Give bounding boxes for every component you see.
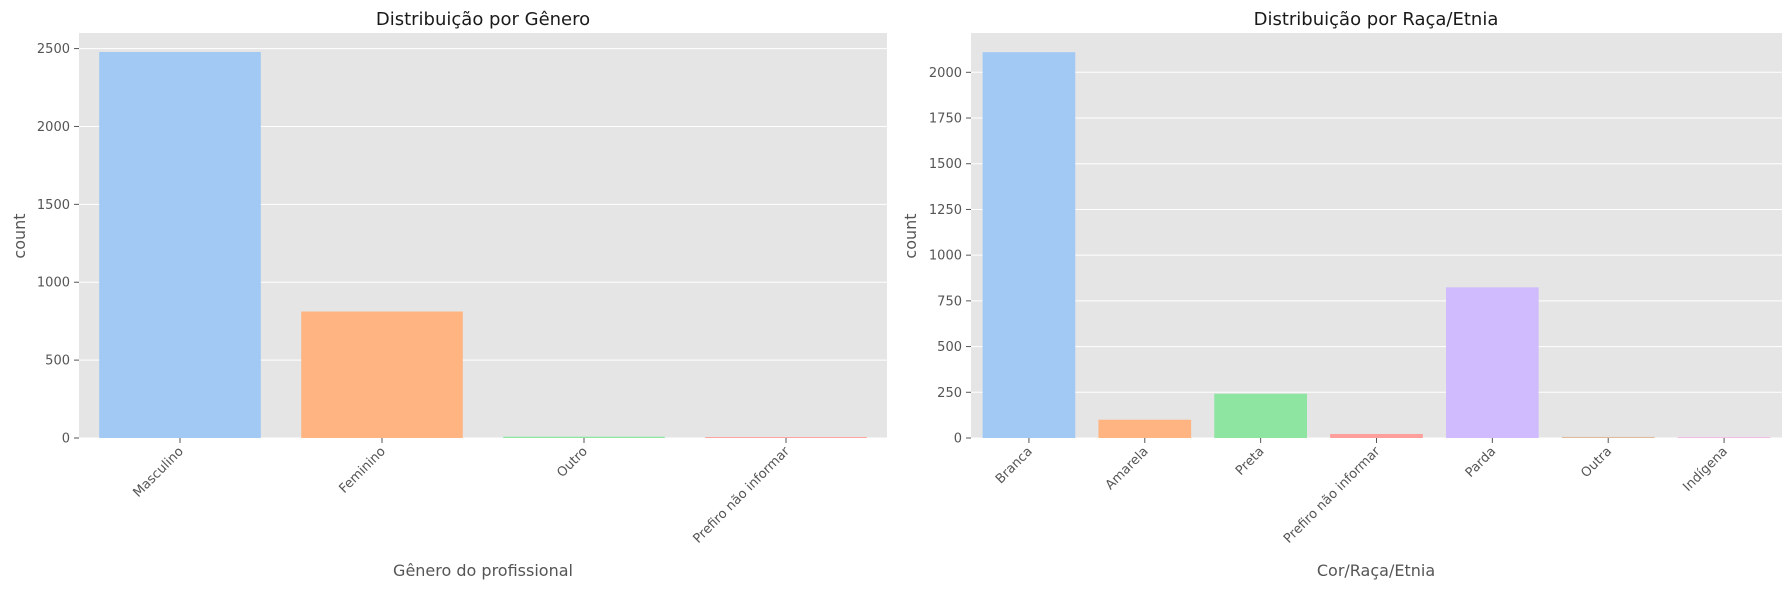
y-tick-label: 2000 [37, 120, 70, 135]
bar-ind-gena [1677, 437, 1771, 438]
y-tick-label: 0 [62, 432, 70, 447]
y-axis-label: count [10, 213, 29, 258]
x-tick-label: Parda [1463, 444, 1499, 480]
y-tick-label: 500 [937, 340, 962, 355]
chart-title: Distribuição por Gênero [376, 9, 590, 30]
bar-masculino [99, 52, 261, 438]
bar-prefiro-n-o-informar [1330, 433, 1423, 438]
y-axis-label: count [901, 213, 920, 258]
x-axis-label: Cor/Raça/Etnia [1317, 561, 1435, 580]
y-tick-label: 1750 [929, 112, 962, 127]
bar-parda [1446, 287, 1539, 438]
x-tick-label: Branca [993, 444, 1036, 487]
bar-feminino [301, 311, 463, 438]
y-tick-label: 1000 [929, 249, 962, 264]
plot-area [971, 33, 1782, 438]
x-tick-label: Prefiro não informar [690, 444, 793, 547]
y-tick-label: 1000 [37, 276, 70, 291]
x-axis-ticks: Masculino Feminino Outro Prefiro não inform… [130, 438, 793, 547]
x-tick-label: Masculino [130, 444, 186, 500]
y-axis-ticks: 0 500 1000 1500 2000 2500 [37, 42, 79, 447]
bar-amarela [1098, 419, 1192, 438]
y-tick-label: 0 [954, 432, 962, 447]
chart-title: Distribuição por Raça/Etnia [1254, 9, 1499, 30]
x-tick-label: Preta [1233, 444, 1267, 478]
x-tick-label: Outro [554, 444, 591, 481]
y-tick-label: 1500 [929, 157, 962, 172]
x-tick-label: Outra [1578, 444, 1615, 481]
bar-preta [1214, 393, 1307, 438]
gender-chart: 0 500 1000 1500 2000 2500 Masculino Feminino Ou… [10, 9, 887, 580]
x-axis-label: Gênero do profissional [393, 561, 573, 580]
bar-outro [503, 436, 665, 438]
y-tick-label: 250 [937, 386, 962, 401]
y-tick-label: 2000 [929, 66, 962, 81]
bar-outra [1561, 436, 1655, 438]
y-tick-label: 1500 [37, 198, 70, 213]
y-tick-label: 500 [45, 354, 70, 369]
bars [982, 52, 1771, 439]
y-tick-label: 750 [937, 294, 962, 309]
x-tick-label: Feminino [336, 444, 388, 496]
x-tick-label: Indígena [1680, 444, 1730, 494]
bar-branca [982, 52, 1076, 439]
ethnicity-chart: 0 250 500 750 1000 1250 1500 1750 2000 Branca Ama… [901, 9, 1782, 580]
x-axis-ticks: Branca Amarela Preta Prefiro não informar Pa… [993, 438, 1731, 547]
y-axis-ticks: 0 250 500 750 1000 1250 1500 1750 2000 [929, 66, 971, 447]
bar-prefiro-n-o-informar [705, 437, 867, 438]
bars [99, 52, 867, 438]
y-tick-label: 2500 [37, 42, 70, 57]
x-tick-label: Prefiro não informar [1281, 444, 1384, 547]
y-tick-label: 1250 [929, 203, 962, 218]
x-tick-label: Amarela [1103, 444, 1152, 493]
